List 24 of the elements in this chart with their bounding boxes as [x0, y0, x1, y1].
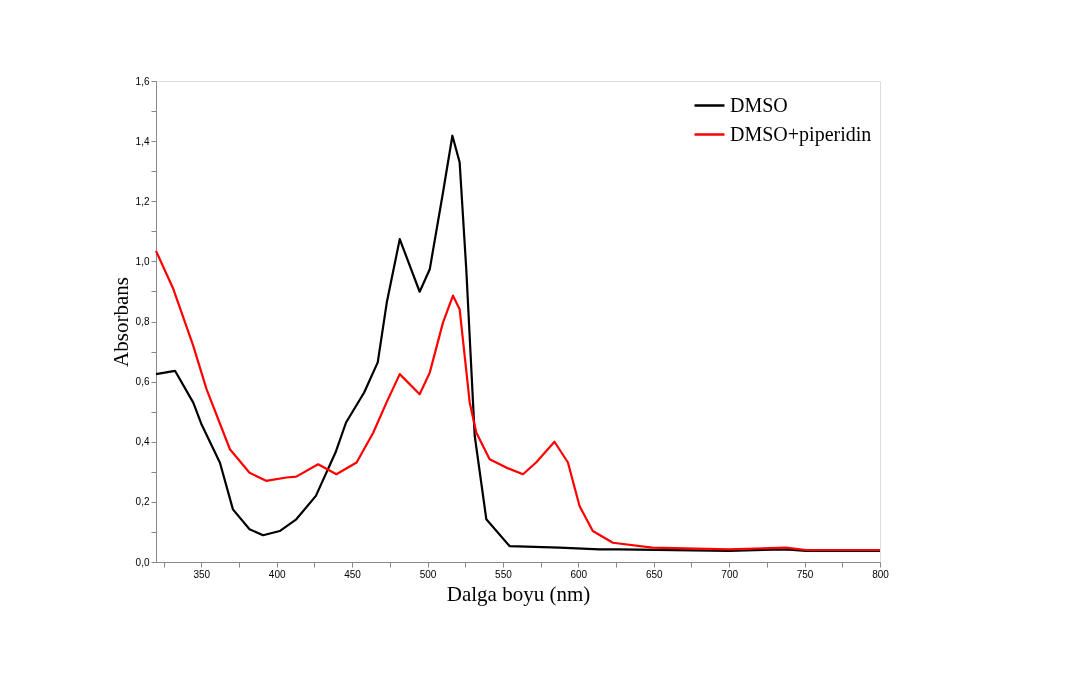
y-tick-label: 1,2 — [135, 195, 150, 207]
y-tick-label: 0,0 — [135, 556, 150, 568]
line-series — [154, 249, 882, 552]
x-tick-label: 350 — [193, 568, 211, 580]
x-tick-label: 800 — [872, 568, 890, 580]
x-tick-label: 500 — [419, 568, 437, 580]
x-tick-label: 400 — [268, 568, 286, 580]
x-tick-label: 700 — [721, 568, 739, 580]
y-axis-title: Absorbans — [108, 277, 133, 367]
x-tick-label: 550 — [495, 568, 513, 580]
legend-label: DMSO — [730, 93, 788, 116]
x-tick-label: 600 — [570, 568, 588, 580]
y-tick-label: 1,4 — [135, 135, 150, 147]
x-tick-label: 450 — [344, 568, 362, 580]
x-axis-title: Dalga boyu (nm) — [446, 581, 591, 606]
y-tick-label: 0,8 — [135, 316, 150, 327]
legend-label: DMSO+piperidin — [730, 122, 872, 146]
y-tick-label: 0,4 — [135, 436, 150, 448]
y-tick-label: 0,2 — [135, 496, 150, 508]
x-tick-label: 650 — [645, 568, 664, 580]
y-tick-label: 0,6 — [135, 376, 150, 388]
y-tick-label: 1,6 — [135, 75, 150, 87]
y-tick-label: 1,0 — [135, 255, 150, 267]
x-tick-label: 750 — [796, 568, 814, 580]
